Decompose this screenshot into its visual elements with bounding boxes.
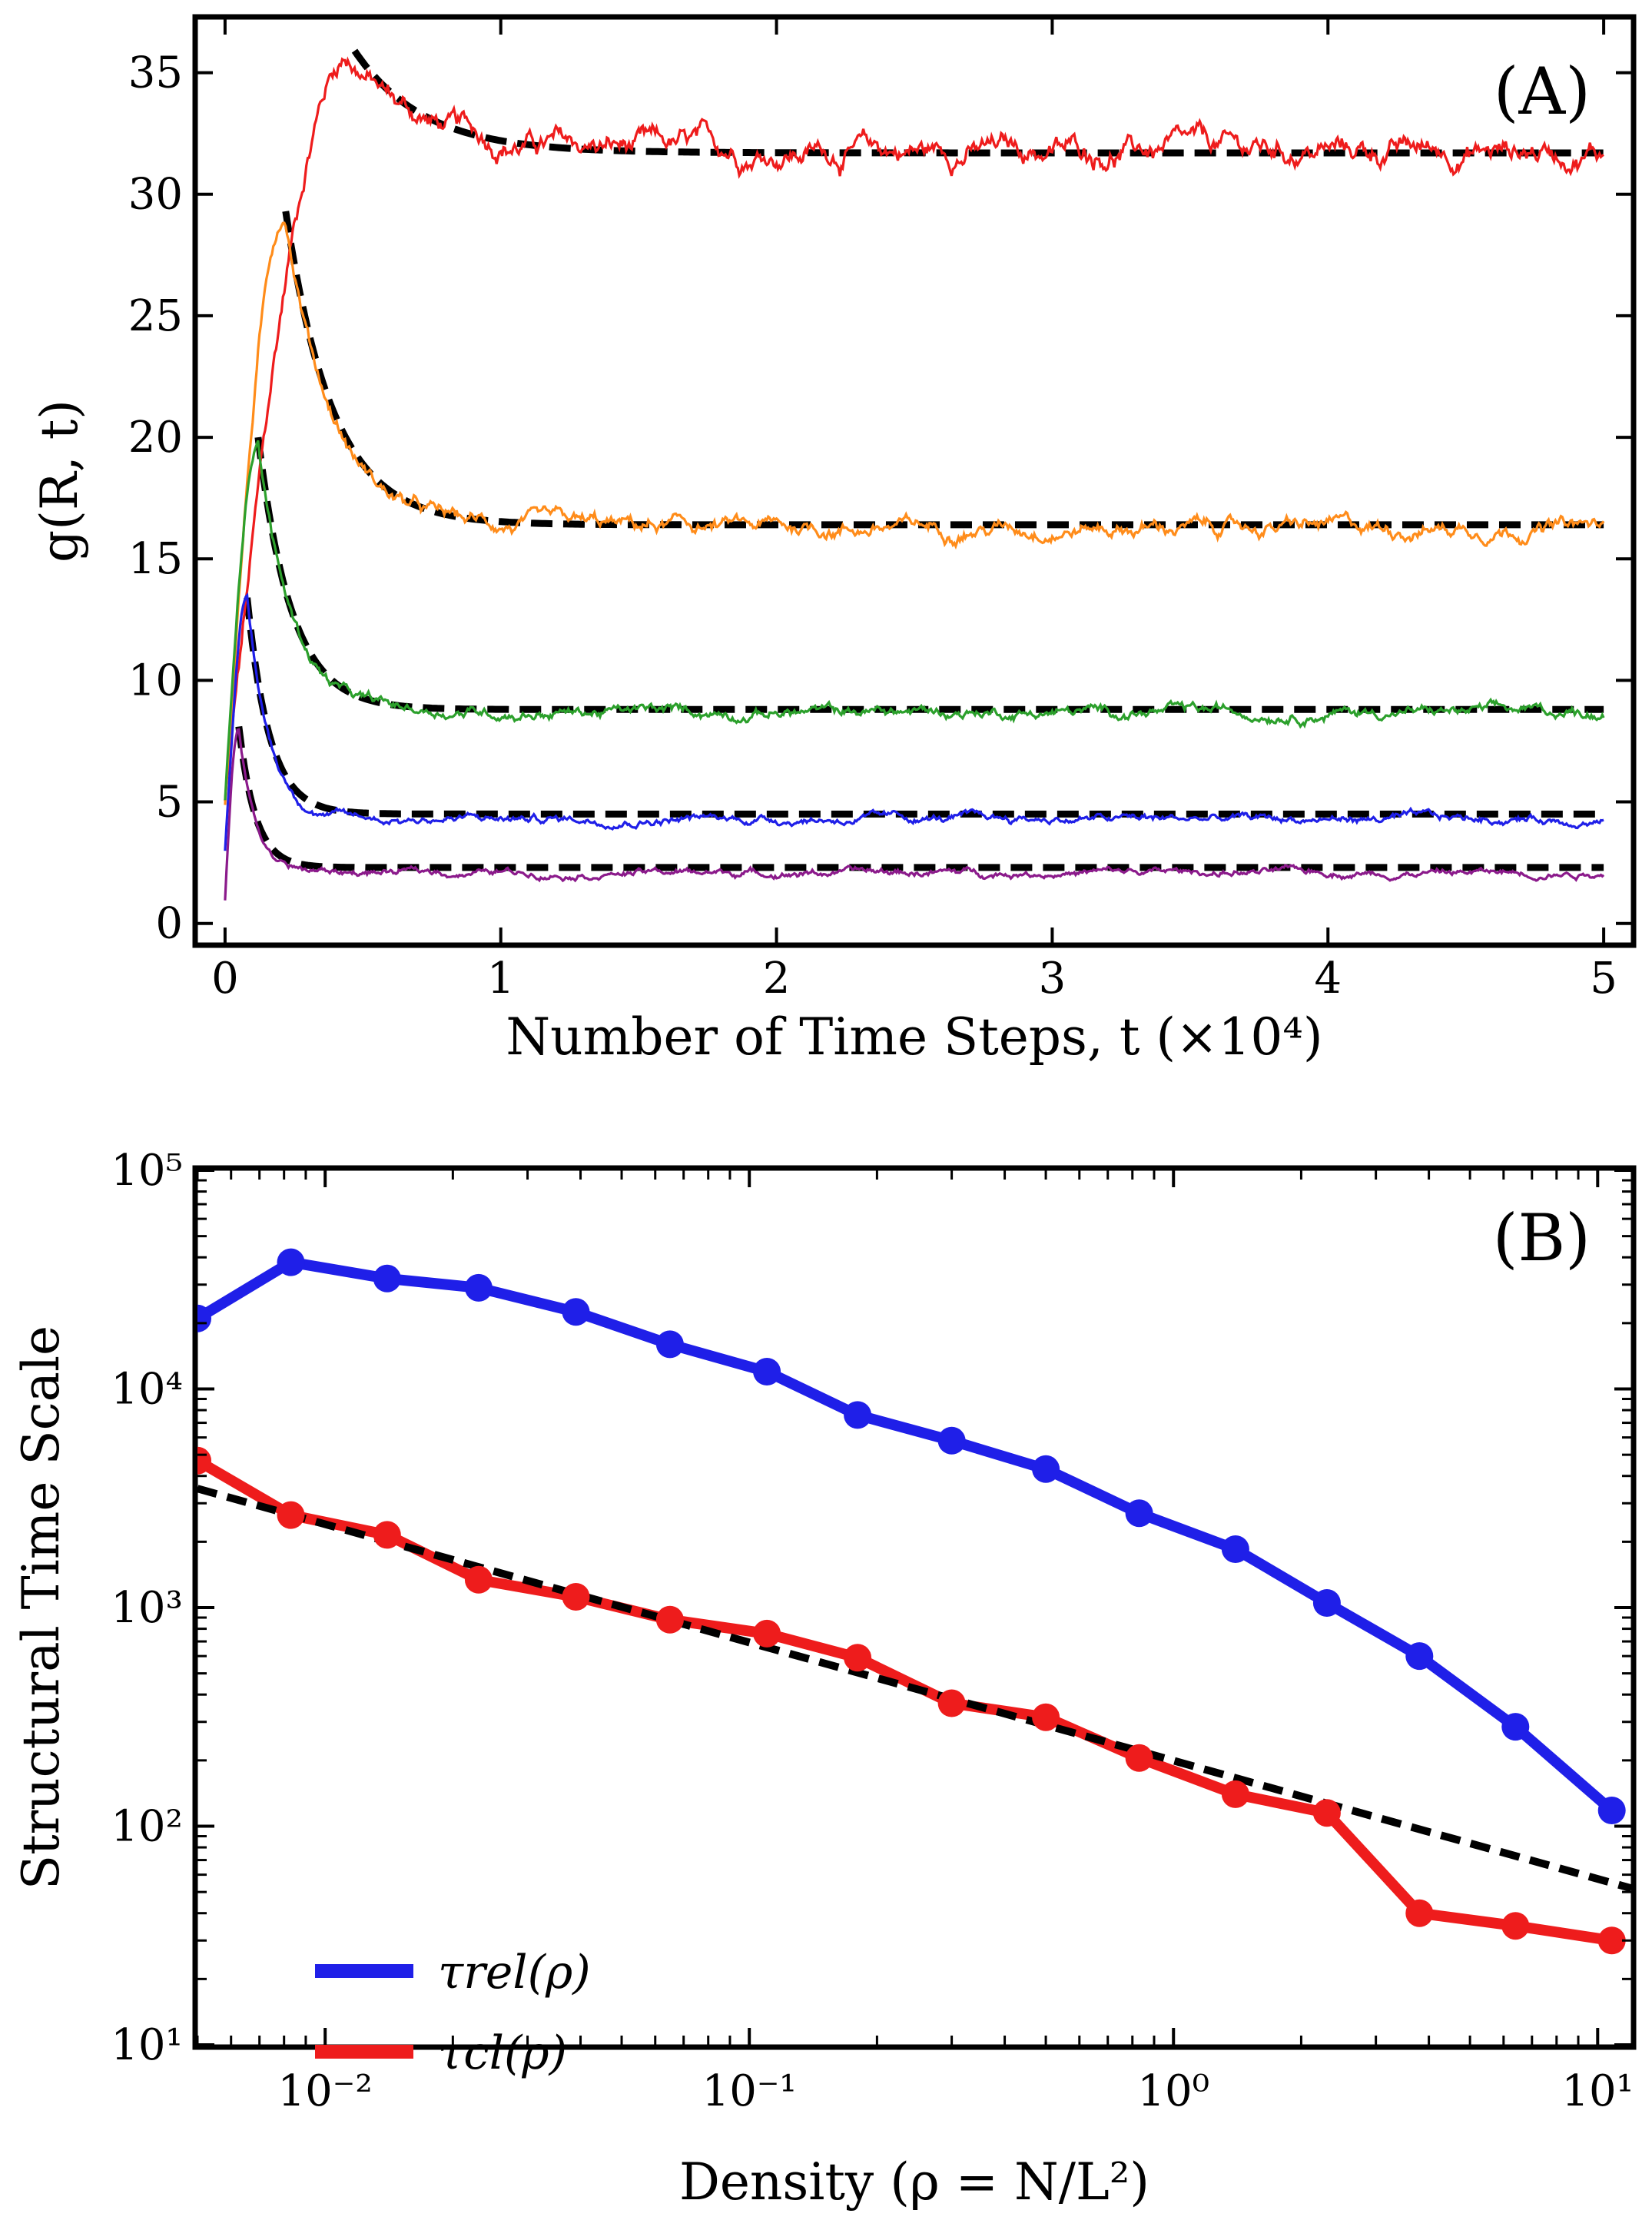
- panel-b-point-tau-cl: [1125, 1744, 1153, 1772]
- panel-a-x-axis-label: Number of Time Steps, t (×10⁴): [506, 1007, 1322, 1067]
- panel-a-x-tick-label: 4: [1314, 954, 1342, 1004]
- panel-b-y-tick-label: 10⁵: [111, 1146, 183, 1196]
- panel-b-point-tau-rel: [753, 1358, 781, 1385]
- panel-b-y-tick-label: 10¹: [111, 2020, 183, 2070]
- panel-b-point-tau-cl: [562, 1583, 590, 1611]
- panel-a-y-tick-label: 15: [128, 534, 183, 584]
- panel-b-point-tau-rel: [277, 1248, 305, 1276]
- panel-b-x-tick-label: 10⁻¹: [702, 2066, 797, 2116]
- panel-b-plot-area: [197, 1248, 1631, 1955]
- panel-a-curve-5: [224, 728, 1605, 901]
- panel-b-point-tau-cl: [937, 1689, 966, 1717]
- panel-b: 10⁻² 10⁻¹ 10⁰ 10¹ 10¹ 10² 10³ 10⁴ 10⁵ (B) Densit…: [12, 1146, 1637, 2212]
- panel-b-point-tau-cl: [464, 1565, 493, 1594]
- panel-b-y-tick-label: 10²: [111, 1802, 183, 1852]
- panel-b-point-tau-rel: [197, 1304, 211, 1332]
- panel-a-plot-area: [224, 48, 1605, 901]
- panel-b-series-tau-rel-line: [197, 1256, 1616, 1815]
- panel-b-point-tau-cl: [1032, 1703, 1060, 1731]
- panel-a-y-tick-label: 0: [155, 899, 183, 949]
- legend-label-tau-cl: τcl(ρ): [438, 2026, 567, 2080]
- panel-a-x-tick-label: 3: [1039, 954, 1067, 1004]
- panel-a-curve-3: [224, 440, 1605, 801]
- panel-a-curve-4: [224, 592, 1604, 851]
- panel-b-x-tick-label: 10⁰: [1137, 2066, 1209, 2116]
- panel-b-label: (B): [1493, 1200, 1591, 1276]
- panel-a-fit-4: [244, 597, 1604, 818]
- panel-b-point-tau-rel: [373, 1264, 401, 1293]
- panel-b-point-tau-rel: [1032, 1455, 1060, 1483]
- panel-b-x-axis-label: Density (ρ = N/L²): [679, 2152, 1149, 2212]
- panel-a-y-tick-label: 25: [128, 291, 183, 341]
- panel-b-point-tau-cl: [1312, 1799, 1341, 1827]
- panel-b-point-tau-cl: [655, 1605, 684, 1634]
- panel-b-point-tau-rel: [1405, 1642, 1434, 1671]
- panel-b-point-tau-rel: [844, 1401, 872, 1429]
- panel-b-point-tau-cl: [277, 1501, 305, 1529]
- legend-label-tau-rel: τrel(ρ): [438, 1946, 591, 1999]
- panel-b-point-tau-rel: [1501, 1713, 1530, 1741]
- panel-b-y-tick-label: 10³: [111, 1583, 183, 1633]
- panel-b-power-law-fit: [197, 1485, 1631, 1893]
- panel-b-point-tau-rel: [464, 1273, 493, 1302]
- panel-a-fit-2: [282, 211, 1604, 529]
- panel-a-y-tick-label: 30: [128, 170, 183, 220]
- panel-b-x-tick-label: 10⁻²: [278, 2066, 373, 2116]
- panel-b-point-tau-cl: [1221, 1780, 1249, 1808]
- panel-b-point-tau-rel: [562, 1298, 590, 1326]
- panel-a: 0 1 2 3 4 5 0 5 10 15 20 25 30 35 (A) Number of Time …: [30, 14, 1637, 1067]
- panel-a-y-tick-label: 20: [128, 413, 183, 463]
- panel-a-x-tick-label: 1: [487, 954, 515, 1004]
- panel-a-fit-3: [254, 436, 1604, 713]
- panel-a-x-tick-label: 0: [211, 954, 239, 1004]
- panel-b-point-tau-rel: [1312, 1589, 1341, 1617]
- panel-a-y-axis-label: g(R, t): [30, 400, 89, 562]
- panel-b-point-tau-cl: [197, 1446, 211, 1475]
- panel-a-y-tick-label: 35: [128, 48, 183, 98]
- panel-a-y-tick-label: 5: [155, 778, 183, 828]
- panel-b-point-tau-cl: [373, 1521, 401, 1549]
- panel-b-point-tau-cl: [1501, 1912, 1530, 1940]
- panel-b-point-tau-cl: [844, 1644, 872, 1672]
- panel-a-curve-2: [224, 221, 1605, 805]
- panel-b-point-tau-rel: [1125, 1499, 1153, 1528]
- panel-b-point-tau-rel: [1221, 1535, 1249, 1563]
- panel-a-curve-1: [224, 56, 1604, 801]
- panel-b-point-tau-cl: [1597, 1926, 1626, 1955]
- panel-a-x-tick-label: 5: [1590, 954, 1617, 1004]
- panel-b-y-axis-label: Structural Time Scale: [12, 1326, 71, 1890]
- panel-a-frame: [192, 14, 1637, 948]
- panel-b-x-tick-label: 10¹: [1561, 2066, 1634, 2116]
- legend: τrel(ρ) τcl(ρ): [315, 1946, 591, 2080]
- panel-b-y-tick-label: 10⁴: [111, 1365, 183, 1415]
- panel-b-series-tau-cl-line: [197, 1455, 1613, 1946]
- panel-a-label: (A): [1494, 54, 1591, 129]
- panel-a-fit-1: [351, 48, 1604, 157]
- panel-a-fit-5: [235, 725, 1604, 871]
- panel-b-frame: [192, 1165, 1637, 2050]
- panel-b-point-tau-rel: [1597, 1797, 1626, 1824]
- panel-b-point-tau-cl: [753, 1619, 781, 1648]
- panel-a-x-tick-label: 2: [763, 954, 791, 1004]
- panel-b-point-tau-rel: [937, 1426, 966, 1455]
- panel-a-y-tick-label: 10: [128, 655, 183, 705]
- panel-b-point-tau-rel: [655, 1330, 684, 1359]
- panel-b-point-tau-cl: [1405, 1899, 1434, 1927]
